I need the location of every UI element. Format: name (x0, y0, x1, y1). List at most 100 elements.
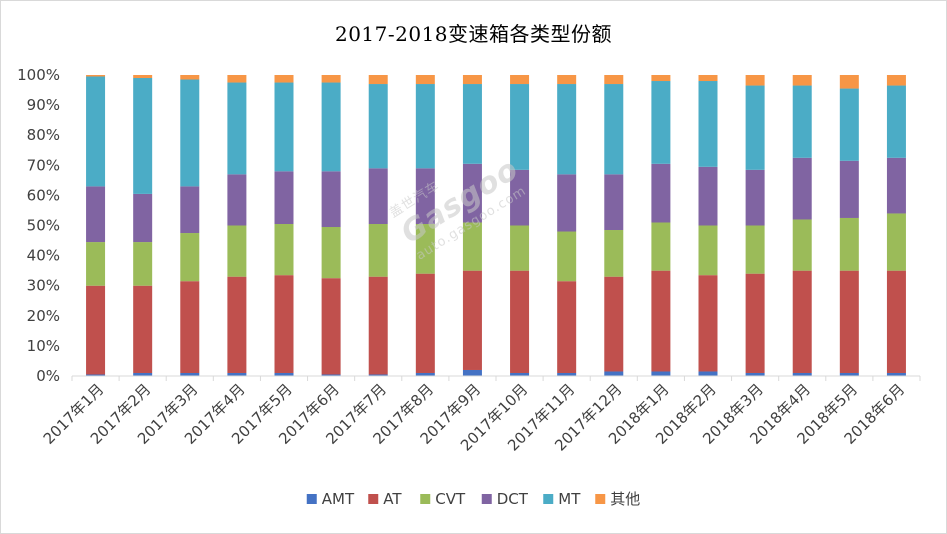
bar-segment-5-12 (651, 75, 671, 82)
legend-swatch (543, 494, 554, 504)
bar-segment-3-15 (792, 157, 812, 220)
bar-segment-3-6 (368, 168, 388, 224)
bar-segment-3-12 (651, 163, 671, 223)
bar-segment-1-14 (745, 273, 765, 373)
bar-segment-1-6 (368, 276, 388, 375)
bar-segment-1-7 (415, 273, 435, 373)
bar-segment-3-4 (274, 171, 294, 224)
bar-segment-5-3 (227, 75, 247, 83)
legend-swatch (420, 494, 431, 504)
bar-segment-5-7 (415, 75, 435, 85)
bar-segment-2-8 (462, 222, 482, 271)
y-tick-label: 90% (27, 96, 60, 114)
bar-segment-3-8 (462, 163, 482, 223)
bar-segment-3-17 (886, 157, 906, 214)
bar-segment-0-11 (604, 371, 624, 376)
bar-segment-4-10 (557, 84, 577, 175)
y-tick-label: 80% (27, 126, 60, 144)
bar-segment-4-9 (510, 84, 530, 170)
bar-segment-0-17 (886, 372, 906, 376)
bar-segment-1-15 (792, 270, 812, 373)
bar-segment-5-0 (86, 75, 106, 77)
bar-segment-0-2 (180, 372, 200, 376)
bar-segment-5-4 (274, 75, 294, 83)
bar-segment-2-4 (274, 224, 294, 276)
bar-segment-3-1 (133, 193, 153, 243)
bar-segment-2-1 (133, 242, 153, 286)
bar-segment-0-14 (745, 372, 765, 376)
bar-segment-1-4 (274, 275, 294, 373)
bar-segment-2-7 (415, 224, 435, 274)
bar-segment-4-2 (180, 79, 200, 187)
bar-segment-4-3 (227, 82, 247, 175)
bar-segment-3-10 (557, 174, 577, 232)
y-tick-label: 10% (27, 337, 60, 355)
bar-segment-1-0 (86, 285, 106, 375)
bar-segment-1-11 (604, 276, 624, 372)
bar-segment-3-2 (180, 186, 200, 234)
bar-segment-2-0 (86, 242, 106, 286)
legend-label: MT (558, 490, 581, 508)
bar-segment-3-14 (745, 169, 765, 226)
bar-segment-3-11 (604, 174, 624, 231)
y-tick-label: 70% (27, 156, 60, 174)
legend-label: AT (383, 490, 402, 508)
bar-segment-5-13 (698, 75, 718, 82)
bar-segment-2-3 (227, 225, 247, 277)
bar-segment-4-4 (274, 82, 294, 172)
bar-segment-2-14 (745, 225, 765, 274)
bar-segment-5-6 (368, 75, 388, 85)
legend-label: AMT (322, 490, 355, 508)
bar-segment-5-9 (510, 75, 530, 85)
bar-segment-2-9 (510, 225, 530, 271)
bar-segment-1-12 (651, 270, 671, 372)
bar-segment-2-15 (792, 219, 812, 271)
bar-segment-2-12 (651, 222, 671, 271)
bar-segment-5-17 (886, 75, 906, 86)
bar-segment-4-0 (86, 76, 106, 187)
y-tick-label: 50% (27, 217, 60, 235)
bar-segment-4-5 (321, 82, 341, 172)
bar-segment-3-7 (415, 168, 435, 224)
bar-segment-1-16 (839, 270, 859, 373)
bar-segment-2-6 (368, 224, 388, 277)
bar-segment-0-1 (133, 372, 153, 376)
bar-segment-1-10 (557, 281, 577, 373)
bar-segment-4-7 (415, 84, 435, 169)
bar-segment-0-6 (368, 374, 388, 376)
bar-segment-5-2 (180, 75, 200, 80)
legend: AMT AT CVT DCT MT 其他 (306, 490, 640, 508)
legend-swatch (595, 494, 606, 504)
bar-segment-4-6 (368, 84, 388, 169)
bar-segment-0-4 (274, 372, 294, 376)
bar-segment-5-1 (133, 75, 153, 79)
bar-segment-0-8 (462, 369, 482, 376)
bar-segment-5-15 (792, 75, 812, 86)
bar-segment-0-5 (321, 374, 341, 376)
bar-segment-3-3 (227, 174, 247, 226)
bars-layer (86, 75, 906, 376)
bar-segment-4-15 (792, 85, 812, 158)
bar-segment-1-3 (227, 276, 247, 373)
y-tick-label: 60% (27, 186, 60, 204)
bar-segment-5-11 (604, 75, 624, 85)
y-tick-label: 0% (36, 367, 60, 385)
bar-segment-5-8 (462, 75, 482, 85)
legend-swatch (481, 494, 492, 504)
bar-segment-1-13 (698, 275, 718, 372)
bar-segment-4-13 (698, 81, 718, 167)
bar-segment-1-2 (180, 281, 200, 373)
bar-segment-5-5 (321, 75, 341, 83)
bar-segment-4-12 (651, 81, 671, 164)
bar-segment-3-0 (86, 186, 106, 243)
bar-segment-4-11 (604, 84, 624, 175)
bar-segment-0-13 (698, 371, 718, 376)
bar-segment-0-12 (651, 371, 671, 376)
bar-segment-0-3 (227, 372, 247, 376)
bar-segment-4-14 (745, 85, 765, 170)
bar-segment-0-16 (839, 372, 859, 376)
bar-segment-0-0 (86, 374, 106, 376)
legend-label: CVT (435, 490, 466, 508)
bar-segment-0-10 (557, 372, 577, 376)
